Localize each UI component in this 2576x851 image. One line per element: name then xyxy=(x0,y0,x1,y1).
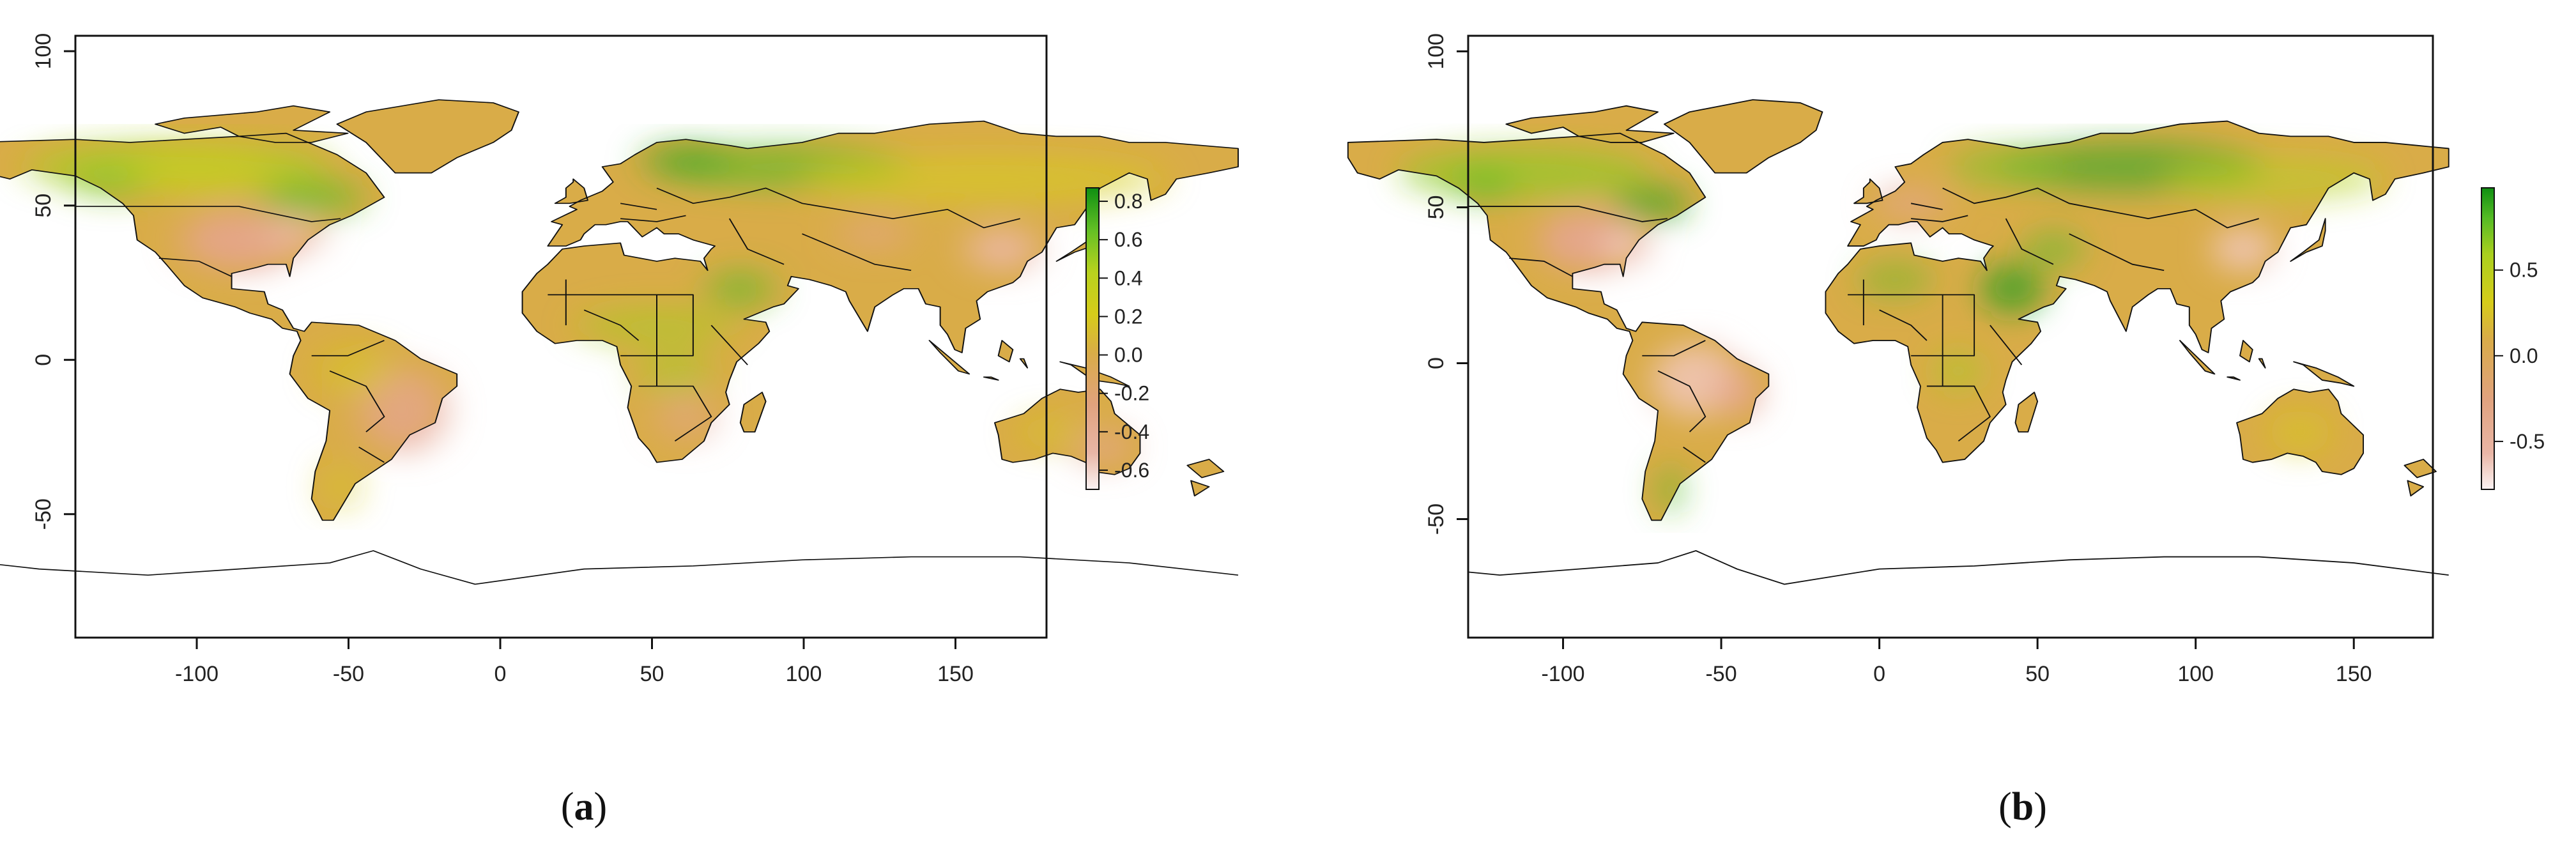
legend-bar-a xyxy=(1085,187,1100,490)
y-tick-label: 0 xyxy=(31,354,56,366)
x-tick-label: 0 xyxy=(494,662,507,686)
legend-ticks-b: 0.5 0.0 -0.5 xyxy=(2494,259,2545,453)
x-tick-label: -100 xyxy=(175,662,218,686)
borders-a xyxy=(0,99,1239,585)
legend-tick-label: 0.5 xyxy=(2510,259,2538,282)
legend-tick-label: -0.2 xyxy=(1114,382,1149,405)
x-tick-label: 100 xyxy=(786,662,822,686)
plot-frame-a xyxy=(74,34,1048,639)
x-tick-label: 150 xyxy=(2336,662,2372,686)
x-axis-a: -100 -50 0 50 100 150 xyxy=(175,638,974,686)
legend-tick-label: 0.0 xyxy=(2510,344,2538,367)
x-tick-label: 50 xyxy=(2025,662,2050,686)
legend-tick-label: 0.6 xyxy=(1114,228,1142,251)
legend-ticks-a: 0.8 0.6 0.4 0.2 0.0 -0.2 -0.4 -0.6 xyxy=(1099,190,1149,482)
legend-tick-label: 0.4 xyxy=(1114,266,1142,289)
y-axis-b: -50 0 50 100 xyxy=(1424,33,1468,535)
legend-tick-label: -0.4 xyxy=(1114,420,1149,443)
x-tick-label: -50 xyxy=(333,662,364,686)
x-tick-label: 0 xyxy=(1873,662,1885,686)
x-tick-label: 100 xyxy=(2177,662,2214,686)
map-b xyxy=(1347,99,2450,585)
legend-tick-label: 0.2 xyxy=(1114,305,1142,328)
caption-b: (b) xyxy=(1998,785,2047,829)
y-tick-label: -50 xyxy=(1424,503,1448,535)
x-tick-label: -100 xyxy=(1541,662,1584,686)
x-axis-b: -100 -50 0 50 100 150 xyxy=(1541,638,2372,686)
y-tick-label: -50 xyxy=(31,498,56,530)
x-tick-label: 50 xyxy=(640,662,664,686)
panel-b: -100 -50 0 50 100 150 -50 0 50 100 0.5 0.0 -0.5 (b… xyxy=(1347,33,2545,829)
legend-bar-b xyxy=(2481,187,2495,490)
legend-tick-label: -0.6 xyxy=(1114,459,1149,482)
x-tick-label: 150 xyxy=(937,662,974,686)
plot-frame-b xyxy=(1467,34,2434,639)
legend-tick-label: -0.5 xyxy=(2510,430,2545,453)
legend-tick-label: 0.8 xyxy=(1114,190,1142,213)
y-tick-label: 50 xyxy=(31,194,56,218)
y-axis-a: -50 0 50 100 xyxy=(31,33,75,530)
y-tick-label: 0 xyxy=(1424,357,1448,369)
caption-a: (a) xyxy=(561,785,607,829)
y-tick-label: 100 xyxy=(31,33,56,70)
map-a xyxy=(0,99,1239,585)
x-tick-label: -50 xyxy=(1705,662,1736,686)
y-tick-label: 50 xyxy=(1424,195,1448,220)
legend-tick-label: 0.0 xyxy=(1114,344,1142,367)
overlay-b xyxy=(1399,142,2386,514)
borders-b xyxy=(1347,99,2450,585)
y-tick-label: 100 xyxy=(1424,33,1448,70)
overlay-a xyxy=(24,142,1166,511)
